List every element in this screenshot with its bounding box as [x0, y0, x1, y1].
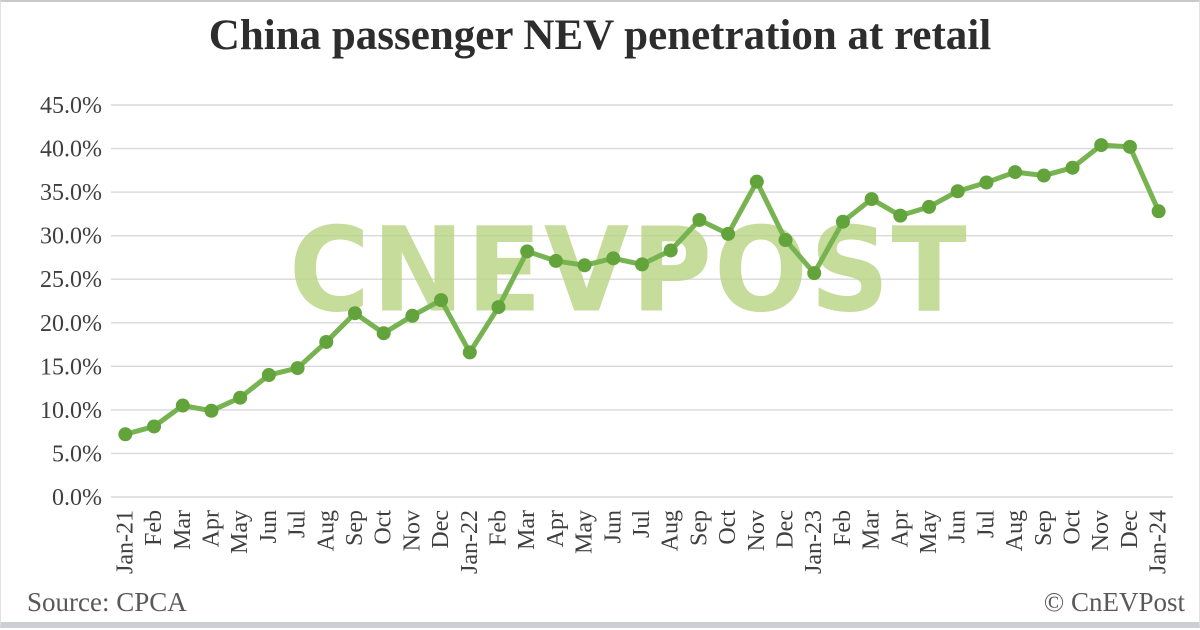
y-tick-label: 0.0%: [52, 485, 102, 511]
y-tick-label: 15.0%: [40, 354, 102, 380]
data-point-marker: [778, 233, 793, 248]
x-tick-label: Sep: [342, 510, 368, 546]
x-tick-label: Apr: [543, 510, 569, 547]
data-point-marker: [721, 226, 736, 241]
y-tick-label: 25.0%: [40, 267, 102, 293]
x-tick-label: Oct: [371, 510, 397, 545]
data-point-marker: [950, 184, 965, 199]
data-point-marker: [1094, 138, 1109, 153]
data-point-marker: [606, 251, 621, 266]
x-tick-label: Dec: [1117, 510, 1143, 549]
x-tick-label: May: [227, 510, 253, 554]
data-point-marker: [922, 199, 937, 214]
data-point-marker: [548, 253, 563, 268]
data-point-marker: [290, 361, 305, 376]
x-tick-label: Jun: [256, 510, 282, 543]
x-tick-label: Dec: [428, 510, 454, 549]
data-point-marker: [491, 300, 506, 315]
x-tick-label: Feb: [830, 510, 856, 546]
y-tick-label: 20.0%: [40, 311, 102, 337]
data-point-marker: [376, 326, 391, 341]
x-tick-label: Jan-22: [457, 510, 483, 574]
x-tick-label: Jan-21: [112, 510, 138, 574]
chart-title: China passenger NEV penetration at retai…: [208, 12, 992, 59]
x-tick-label: Jan-23: [801, 510, 827, 574]
data-point-marker: [635, 257, 649, 272]
data-point-marker: [893, 208, 908, 223]
x-tick-label: Jul: [973, 510, 999, 538]
data-point-marker: [520, 244, 535, 259]
data-point-marker: [1008, 165, 1023, 180]
x-tick-label: Apr: [887, 510, 913, 547]
y-tick-label: 30.0%: [40, 224, 102, 250]
x-tick-label: Jul: [629, 510, 655, 538]
x-tick-label: Aug: [313, 510, 339, 551]
data-point-marker: [462, 345, 477, 360]
cnevpost-watermark: CNEVPOST: [289, 201, 969, 339]
data-point-marker: [405, 308, 420, 323]
data-point-marker: [434, 293, 449, 308]
data-point-marker: [175, 398, 190, 413]
source-label: Source: CPCA: [27, 587, 187, 617]
x-tick-label: Mar: [514, 510, 540, 550]
data-point-marker: [118, 427, 133, 442]
x-tick-label: Jun: [945, 510, 971, 543]
data-point-marker: [1036, 168, 1051, 183]
data-point-marker: [835, 214, 850, 229]
data-point-marker: [577, 258, 592, 273]
data-point-marker: [147, 419, 162, 434]
x-tick-label: Sep: [686, 510, 712, 546]
x-tick-label: Sep: [1031, 510, 1057, 546]
y-tick-label: 10.0%: [40, 398, 102, 424]
x-tick-label: Jul: [285, 510, 311, 538]
x-tick-label: Oct: [715, 510, 741, 545]
x-tick-label: May: [916, 510, 942, 554]
data-point-marker: [319, 334, 334, 349]
data-point-marker: [347, 306, 362, 321]
x-tick-label: Aug: [1002, 510, 1028, 551]
x-tick-label: Mar: [170, 510, 196, 550]
credit-label: © CnEVPost: [1043, 587, 1185, 617]
data-point-marker: [663, 243, 678, 258]
x-tick-label: Feb: [485, 510, 511, 546]
x-tick-label: Aug: [658, 510, 684, 551]
x-tick-label: Jan-24: [1146, 510, 1172, 574]
y-tick-label: 5.0%: [52, 441, 102, 467]
x-tick-label: Mar: [859, 510, 885, 550]
x-tick-label: Feb: [141, 510, 167, 546]
x-tick-label: Dec: [773, 510, 799, 549]
x-tick-label: Apr: [198, 510, 224, 547]
data-point-marker: [749, 174, 764, 189]
x-tick-label: Nov: [744, 510, 770, 551]
x-tick-label: Nov: [1088, 510, 1114, 551]
y-tick-label: 45.0%: [40, 93, 102, 119]
data-point-marker: [261, 368, 276, 383]
data-point-marker: [864, 192, 879, 207]
data-point-marker: [1065, 160, 1080, 175]
data-point-marker: [807, 266, 822, 281]
data-point-marker: [979, 175, 994, 190]
data-point-marker: [1151, 204, 1166, 219]
x-tick-label: Oct: [1060, 510, 1086, 545]
data-point-marker: [692, 212, 707, 227]
data-point-marker: [233, 390, 248, 405]
x-tick-label: May: [572, 510, 598, 554]
y-tick-label: 35.0%: [40, 180, 102, 206]
x-tick-label: Nov: [399, 510, 425, 551]
data-point-marker: [1122, 139, 1137, 154]
penetration-line: [122, 142, 1162, 437]
x-tick-label: Jun: [600, 510, 626, 543]
data-point-marker: [204, 403, 219, 418]
y-tick-label: 40.0%: [40, 137, 102, 163]
